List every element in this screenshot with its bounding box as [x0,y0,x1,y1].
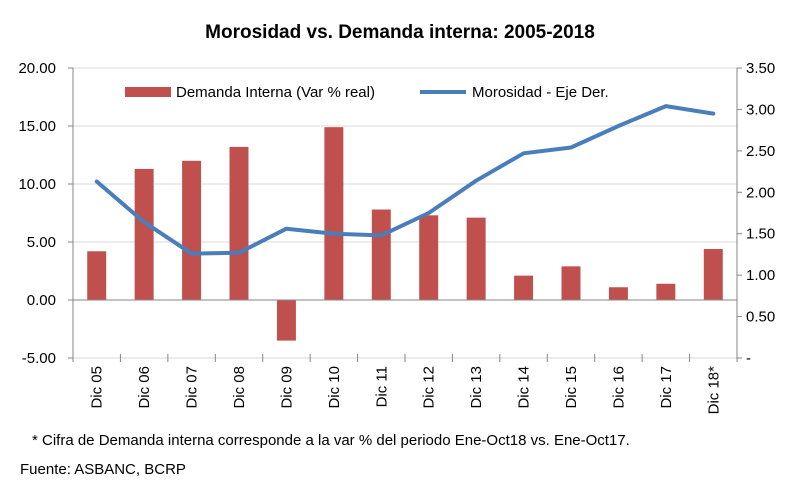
y-right-tick-label: 2.50 [746,143,775,160]
legend-label-morosidad: Morosidad - Eje Der. [472,84,609,101]
x-tick-label: Dic 16 [610,366,627,409]
x-tick-label: Dic 06 [136,366,153,409]
line-morosidad [94,104,716,256]
y-right-tick-label: 2.00 [746,184,775,201]
bar-demanda-interna [419,215,439,300]
y-right-tick-label: 1.00 [746,267,775,284]
line-series [94,104,716,256]
x-tick-label: Dic 13 [468,366,485,409]
x-tick-label: Dic 10 [326,366,343,409]
bar-series [87,127,723,341]
bar-demanda-interna [182,160,202,300]
bar-demanda-interna [703,248,723,300]
gridlines [73,67,737,359]
bar-demanda-interna [656,283,676,300]
bar-demanda-interna [561,266,581,300]
y-left-tick-label: 20.00 [18,60,56,77]
bar-demanda-interna [276,300,296,341]
y-left-tick-label: 0.00 [27,292,56,309]
bar-demanda-interna [608,287,628,300]
legend-label-demanda: Demanda Interna (Var % real) [176,84,375,101]
y-left-tick-label: 15.00 [18,118,56,135]
chart: Morosidad vs. Demanda interna: 2005-2018… [18,22,775,414]
y-left-tick-label: 10.00 [18,176,56,193]
footnote: * Cifra de Demanda interna corresponde a… [32,432,630,449]
x-tick-label: Dic 17 [658,366,675,409]
x-tick-label: Dic 08 [231,366,248,409]
y-right-tick-label: 3.00 [746,101,775,118]
chart-title: Morosidad vs. Demanda interna: 2005-2018 [205,22,595,43]
y-left-tick-label: -5.00 [22,350,56,367]
bar-demanda-interna [134,168,154,300]
x-tick-label: Dic 14 [516,366,533,409]
legend: Demanda Interna (Var % real) Morosidad - … [125,84,609,101]
x-tick-label: Dic 12 [421,366,438,409]
x-tick-label: Dic 09 [278,366,295,409]
y-right-tick-label: 3.50 [746,60,775,77]
source-note: Fuente: ASBANC, BCRP [20,461,186,478]
bar-demanda-interna [371,209,391,300]
bar-demanda-interna [514,275,534,300]
y-right-tick-label: 0.50 [746,309,775,326]
x-tick-label: Dic 11 [373,366,390,407]
x-tick-label: Dic 15 [563,366,580,409]
y-right-tick-label: 1.50 [746,226,775,243]
axes: 20.00 15.00 10.00 5.00 0.00 -5.00 3.50 3.00 2.50… [18,60,775,414]
bar-demanda-interna [466,217,486,300]
x-tick-label: Dic 07 [184,366,201,409]
legend-bar-swatch [125,87,171,97]
bar-demanda-interna [87,251,107,300]
x-tick-label: Dic 18* [705,366,722,415]
y-right-tick-label: - [746,350,751,367]
bar-demanda-interna [324,127,344,300]
x-tick-label: Dic 05 [89,366,106,409]
y-left-tick-label: 5.00 [27,234,56,251]
bar-demanda-interna [229,146,249,300]
